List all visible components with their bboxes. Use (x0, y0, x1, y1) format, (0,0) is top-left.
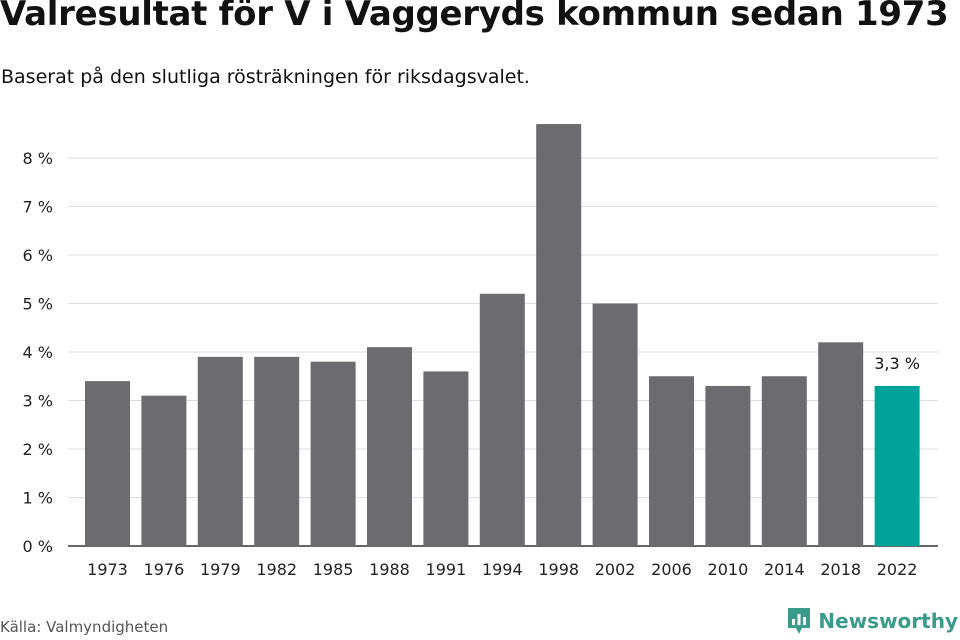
y-tick-label: 0 % (23, 537, 53, 556)
x-tick-label: 2022 (877, 560, 918, 579)
bar-1982 (254, 356, 300, 546)
x-tick-label: 1998 (538, 560, 579, 579)
y-tick-label: 6 % (23, 246, 53, 265)
y-tick-label: 8 % (23, 149, 53, 168)
bar-1976 (141, 395, 187, 546)
x-tick-label: 1979 (200, 560, 241, 579)
brand[interactable]: Newsworthy (786, 606, 958, 636)
x-tick-label: 2006 (651, 560, 692, 579)
y-tick-label: 7 % (23, 198, 53, 217)
x-tick-label: 1988 (369, 560, 410, 579)
x-tick-label: 1994 (482, 560, 523, 579)
bar-2010 (705, 385, 751, 546)
bar-2006 (649, 376, 694, 546)
bar-2014 (761, 376, 807, 546)
x-tick-label: 2014 (764, 560, 805, 579)
bar-1988 (367, 347, 412, 546)
bar-1998 (536, 124, 582, 547)
source-note: Källa: Valmyndigheten (0, 618, 169, 636)
y-axis-ticks: 0 % 1 % 2 % 3 % 4 % 5 % 6 % 7 % 8 % (23, 149, 53, 556)
bar-1994 (479, 293, 525, 546)
data-label-2022: 3,3 % (874, 354, 920, 373)
bar-2022 (874, 385, 920, 546)
data-labels: 3,3 % (874, 354, 920, 373)
y-tick-label: 4 % (23, 343, 53, 362)
bar-2002 (592, 303, 638, 546)
x-axis-ticks: 1973 1976 1979 1982 1985 1988 1991 1994 1998 2002… (87, 560, 917, 579)
bar-1991 (423, 371, 469, 546)
x-tick-label: 1976 (144, 560, 185, 579)
newsworthy-logo-icon (788, 608, 811, 634)
bars (85, 124, 920, 547)
x-tick-label: 1985 (313, 560, 354, 579)
bar-1973 (85, 381, 130, 546)
x-tick-label: 2010 (708, 560, 749, 579)
x-tick-label: 1982 (256, 560, 297, 579)
x-tick-label: 1973 (87, 560, 128, 579)
bar-2018 (818, 342, 864, 546)
bar-1985 (310, 361, 356, 546)
y-tick-label: 1 % (23, 489, 53, 508)
brand-name: Newsworthy (818, 609, 958, 633)
chart-subtitle: Baserat på den slutliga rösträkningen fö… (1, 66, 530, 88)
x-tick-label: 2018 (820, 560, 861, 579)
x-tick-label: 2002 (595, 560, 636, 579)
y-tick-label: 3 % (23, 392, 53, 411)
chart-title: Valresultat för V i Vaggeryds kommun sed… (0, 0, 949, 34)
bar-1979 (197, 356, 243, 546)
y-tick-label: 5 % (23, 295, 53, 314)
bar-chart: 0 % 1 % 2 % 3 % 4 % 5 % 6 % 7 % 8 % 1973 1976 1979… (23, 124, 938, 579)
x-tick-label: 1991 (426, 560, 467, 579)
y-tick-label: 2 % (23, 440, 53, 459)
